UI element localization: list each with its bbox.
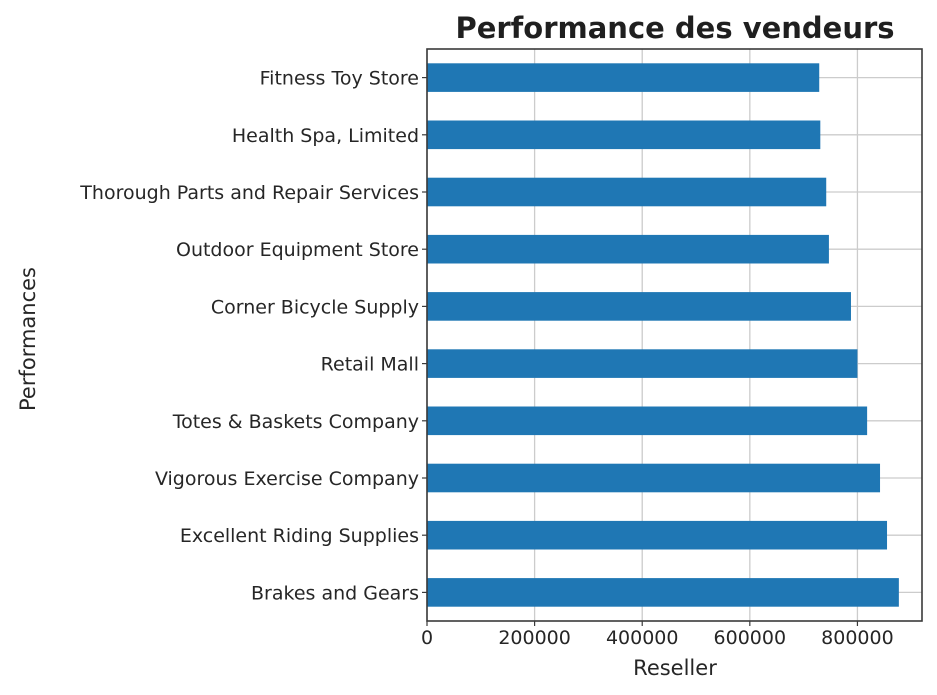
- x-axis-label: Reseller: [633, 656, 717, 680]
- y-tick-label: Totes & Baskets Company: [172, 411, 419, 433]
- y-tick-label: Health Spa, Limited: [232, 125, 419, 147]
- y-tick-label: Vigorous Exercise Company: [155, 468, 419, 490]
- x-tick-label: 800000: [821, 627, 894, 649]
- bar: [427, 578, 899, 607]
- chart-title: Performance des vendeurs: [455, 11, 894, 45]
- x-tick-label: 200000: [498, 627, 571, 649]
- bar: [427, 520, 888, 550]
- y-tick-label: Brakes and Gears: [251, 582, 419, 604]
- bar: [427, 63, 820, 92]
- bar: [427, 463, 881, 493]
- x-tick-label: 600000: [714, 627, 787, 649]
- x-axis-ticks: 0 200000 400000 600000 800000: [421, 621, 894, 649]
- bar: [427, 120, 821, 150]
- bar: [427, 349, 858, 378]
- y-tick-label: Outdoor Equipment Store: [176, 239, 419, 261]
- x-tick-label: 400000: [606, 627, 679, 649]
- y-axis-ticks: Fitness Toy Store Health Spa, Limited Thor…: [79, 68, 427, 604]
- bar: [427, 177, 827, 207]
- bar: [427, 292, 851, 321]
- plot-frame: [426, 48, 923, 622]
- y-tick-label: Fitness Toy Store: [260, 68, 419, 90]
- x-tick-label: 0: [421, 627, 433, 649]
- y-tick-label: Retail Mall: [321, 354, 419, 376]
- bar: [427, 406, 868, 436]
- y-axis-label: Performances: [16, 267, 40, 411]
- y-tick-label: Thorough Parts and Repair Services: [79, 182, 419, 204]
- y-tick-label: Excellent Riding Supplies: [180, 525, 419, 547]
- bars: [427, 63, 899, 607]
- y-tick-label: Corner Bicycle Supply: [211, 296, 419, 318]
- bar: [427, 234, 829, 264]
